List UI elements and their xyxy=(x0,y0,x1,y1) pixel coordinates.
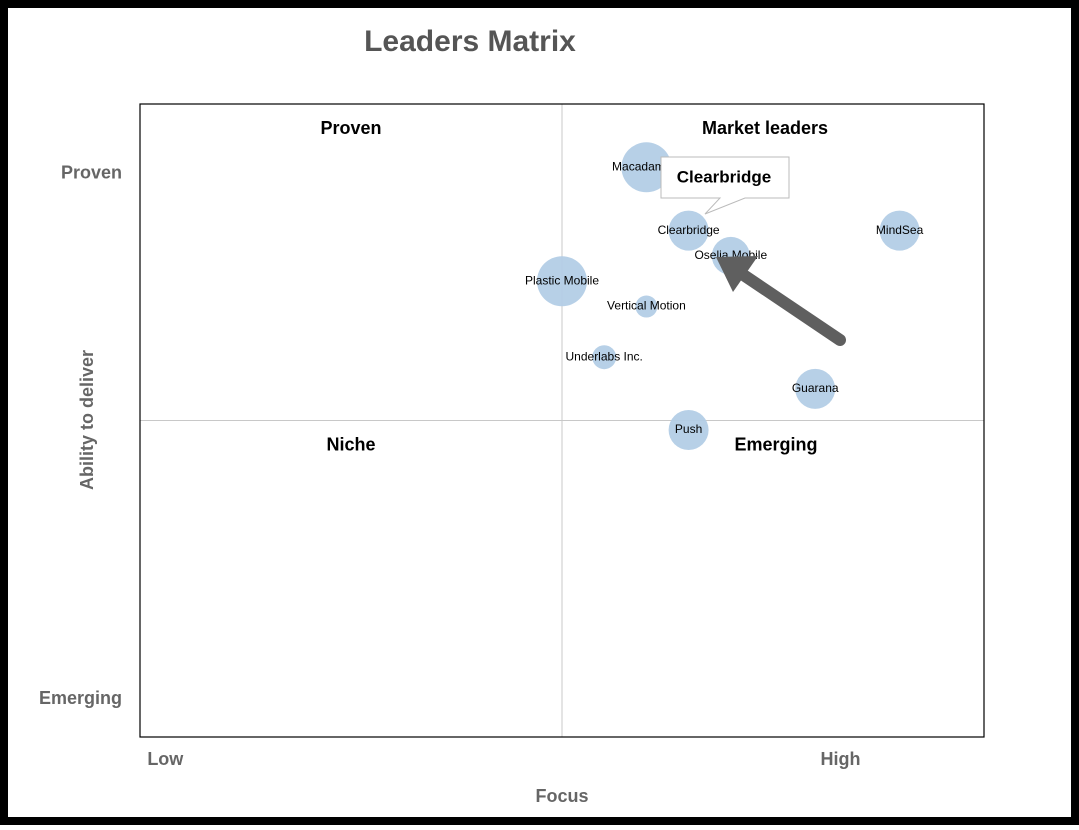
bubble xyxy=(621,142,672,193)
bubble-label: Vertical Motion xyxy=(607,299,686,313)
x-tick-label: Low xyxy=(147,749,184,769)
tooltip-box xyxy=(660,156,790,215)
x-tick-label: High xyxy=(821,749,861,769)
bubble-label: Push xyxy=(675,422,702,436)
bubble xyxy=(668,210,709,251)
bubble xyxy=(879,210,920,251)
bubble-label: Plastic Mobile xyxy=(525,273,599,287)
quadrant-label: Emerging xyxy=(734,434,817,454)
y-tick-label: Emerging xyxy=(39,688,122,708)
arrow-head xyxy=(716,256,758,292)
bubble xyxy=(592,345,617,370)
y-tick-label: Proven xyxy=(61,162,122,182)
bubble xyxy=(795,368,836,409)
bubble xyxy=(668,409,709,450)
bubble-label: Underlabs Inc. xyxy=(566,349,643,363)
bubble-label: Clearbridge xyxy=(658,223,720,237)
bubble-label: Guarana xyxy=(792,381,839,395)
bubble-label: MindSea xyxy=(876,223,924,237)
bubble xyxy=(537,256,587,307)
x-axis-title: Focus xyxy=(535,786,588,806)
y-axis-title: Ability to deliver xyxy=(77,350,97,490)
quadrant-label: Niche xyxy=(326,434,375,454)
plot-border xyxy=(139,103,985,738)
chart-title: Leaders Matrix xyxy=(364,25,576,58)
quadrant-label: Market leaders xyxy=(702,118,828,138)
tooltip-text: Clearbridge xyxy=(677,167,771,186)
arrow-shaft xyxy=(739,270,846,346)
bubble xyxy=(635,295,658,318)
quadrant-label: Proven xyxy=(320,118,381,138)
